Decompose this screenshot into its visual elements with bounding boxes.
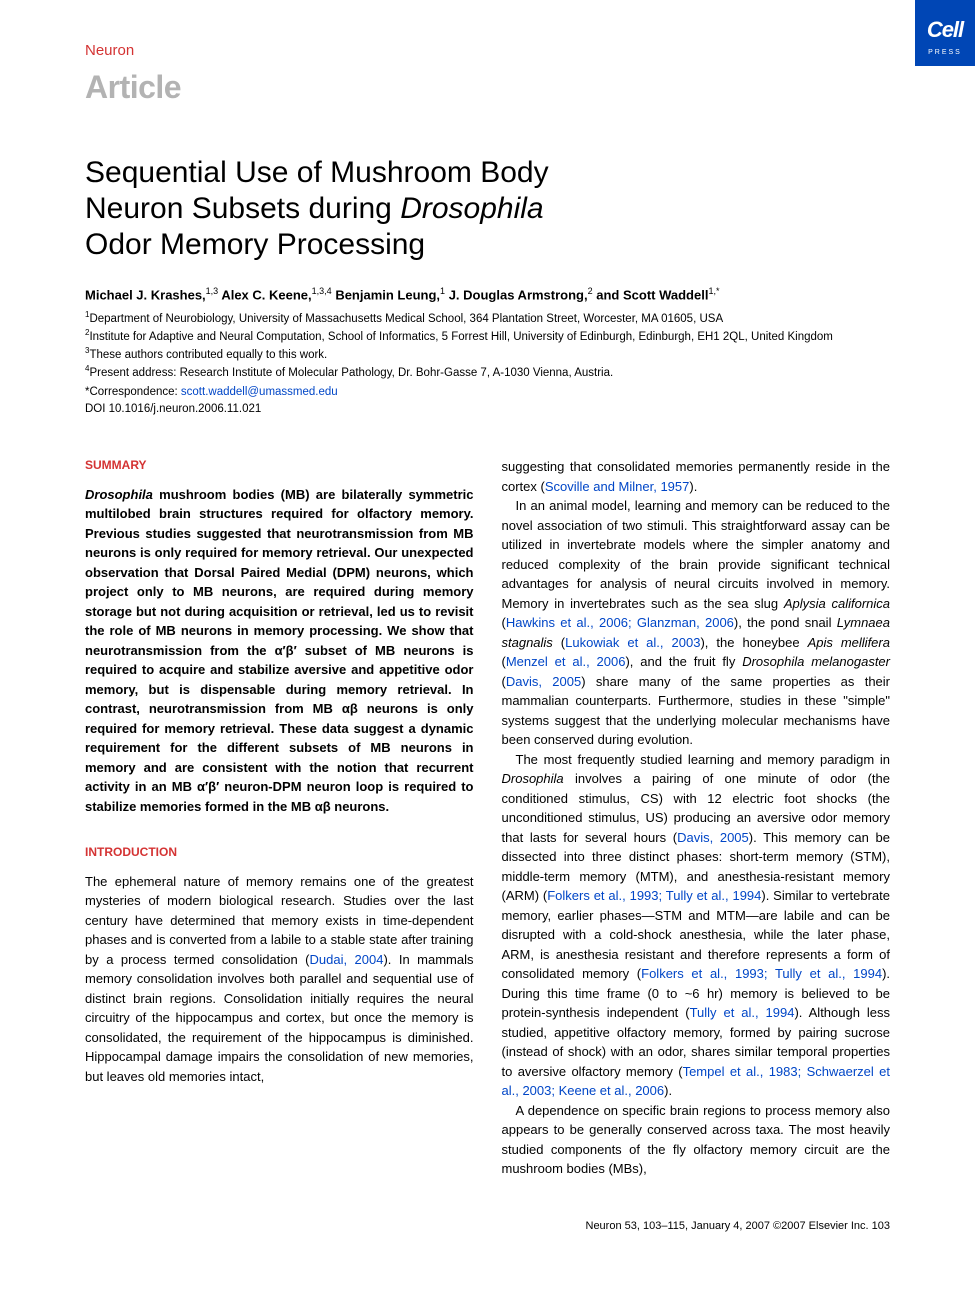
- correspondence-email[interactable]: scott.waddell@umassmed.edu: [181, 386, 338, 398]
- citation-link[interactable]: Davis, 2005: [677, 830, 749, 845]
- right-column-text: suggesting that consolidated memories pe…: [502, 457, 891, 1179]
- citation-link[interactable]: Tully et al., 1994: [690, 1005, 795, 1020]
- citation-link[interactable]: Hawkins et al., 2006; Glanzman, 2006: [506, 615, 734, 630]
- two-column-body: SUMMARY Drosophila mushroom bodies (MB) …: [85, 457, 890, 1179]
- citation-link[interactable]: Menzel et al., 2006: [506, 654, 626, 669]
- right-column: suggesting that consolidated memories pe…: [502, 457, 891, 1179]
- summary-text: Drosophila mushroom bodies (MB) are bila…: [85, 485, 474, 817]
- left-column: SUMMARY Drosophila mushroom bodies (MB) …: [85, 457, 474, 1179]
- intro-heading: INTRODUCTION: [85, 844, 474, 861]
- page-header: Neuron Article Cell PRESS: [85, 40, 890, 110]
- page-footer: Neuron 53, 103–115, January 4, 2007 ©200…: [85, 1219, 890, 1235]
- article-title: Sequential Use of Mushroom Body Neuron S…: [85, 155, 890, 263]
- cell-press-sub: PRESS: [925, 48, 965, 58]
- doi: DOI 10.1016/j.neuron.2006.11.021: [85, 401, 890, 418]
- cell-press-badge: Cell PRESS: [915, 0, 975, 66]
- correspondence: *Correspondence: scott.waddell@umassmed.…: [85, 384, 890, 401]
- article-label: Article: [85, 64, 181, 110]
- summary-heading: SUMMARY: [85, 457, 474, 474]
- affiliations: 1Department of Neurobiology, University …: [85, 309, 890, 381]
- citation-link[interactable]: Folkers et al., 1993; Tully et al., 1994: [641, 966, 882, 981]
- header-left: Neuron Article: [85, 40, 181, 110]
- author-list: Michael J. Krashes,1,3 Alex C. Keene,1,3…: [85, 285, 890, 305]
- citation-link[interactable]: Davis, 2005: [506, 674, 581, 689]
- citation-link[interactable]: Dudai, 2004: [309, 952, 383, 967]
- citation-link[interactable]: Lukowiak et al., 2003: [565, 635, 700, 650]
- journal-name: Neuron: [85, 40, 181, 62]
- citation-link[interactable]: Scoville and Milner, 1957: [545, 479, 690, 494]
- intro-text: The ephemeral nature of memory remains o…: [85, 872, 474, 1087]
- cell-press-logo: Cell: [925, 14, 965, 46]
- citation-link[interactable]: Folkers et al., 1993; Tully et al., 1994: [547, 888, 761, 903]
